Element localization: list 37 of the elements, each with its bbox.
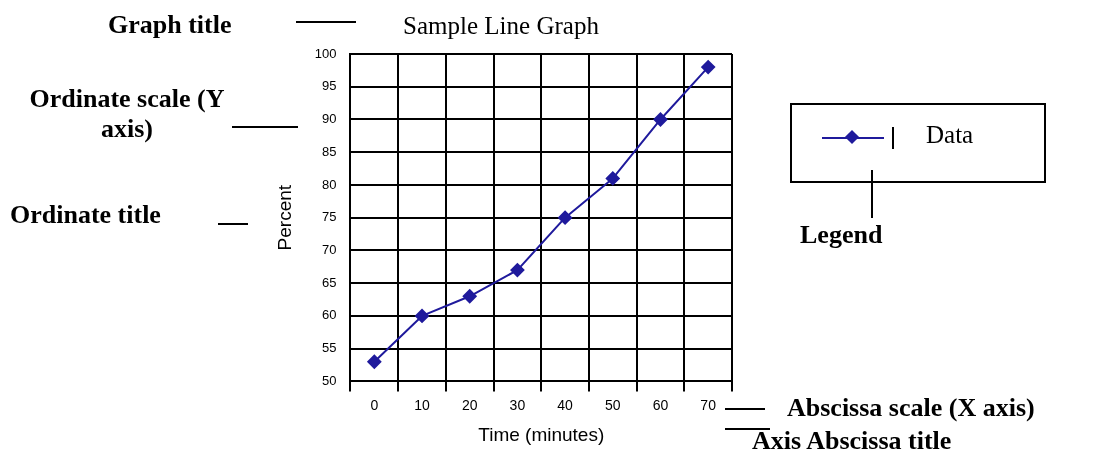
y-tick-label: 85 bbox=[322, 143, 337, 159]
x-tick-label: 10 bbox=[414, 396, 431, 413]
text: Data bbox=[926, 121, 974, 149]
text: Ordinate scale (Y axis) bbox=[28, 84, 226, 144]
y-axis-title: Percent bbox=[273, 184, 295, 251]
x-tick-label: 60 bbox=[652, 396, 669, 413]
y-tick-label: 75 bbox=[322, 209, 337, 225]
x-tick-label: 0 bbox=[370, 396, 379, 413]
point bbox=[510, 263, 525, 278]
text: Ordinate title bbox=[10, 200, 162, 230]
point bbox=[701, 60, 716, 75]
y-tick-label: 55 bbox=[322, 340, 337, 356]
y-tick-label: 60 bbox=[322, 307, 337, 323]
point bbox=[653, 112, 668, 127]
chart-title: Sample Line Graph bbox=[403, 11, 600, 39]
y-tick-label: 80 bbox=[322, 176, 337, 192]
x-tick-label: 20 bbox=[461, 396, 478, 413]
y-tick-label: 65 bbox=[322, 274, 337, 290]
y-tick-label: 90 bbox=[322, 111, 337, 127]
y-tick-label: 70 bbox=[322, 242, 337, 258]
point bbox=[415, 308, 430, 323]
point bbox=[462, 289, 477, 304]
x-axis-title: Time (minutes) bbox=[478, 423, 605, 445]
y-tick-label: 50 bbox=[322, 372, 337, 388]
x-tick-label: 40 bbox=[557, 396, 574, 413]
text: Legend bbox=[800, 220, 884, 250]
x-tick-label: 30 bbox=[509, 396, 526, 413]
point bbox=[558, 210, 573, 225]
point bbox=[605, 171, 620, 186]
text: Graph title bbox=[108, 10, 233, 40]
x-tick-label: 50 bbox=[604, 396, 621, 413]
point bbox=[367, 354, 382, 369]
text: Abscissa scale (X axis) bbox=[787, 393, 1036, 423]
x-tick-label: 70 bbox=[700, 396, 717, 413]
y-tick-label: 100 bbox=[314, 45, 337, 61]
text: Axis Abscissa title bbox=[752, 426, 953, 456]
y-tick-label: 95 bbox=[322, 78, 337, 94]
